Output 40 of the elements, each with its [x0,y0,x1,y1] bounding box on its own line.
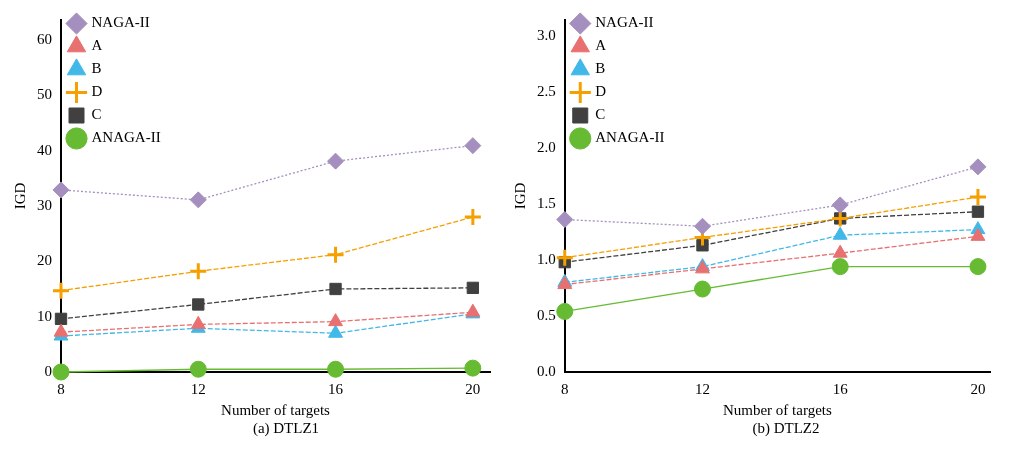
x-tick-label: 20 [465,380,481,397]
y-tick-label: 60 [37,30,52,47]
y-tick-label: 0.5 [537,306,556,323]
x-tick-label: 12 [694,380,710,397]
legend-label: C [91,106,102,123]
y-tick-label: 1.5 [537,194,556,211]
x-axis-title: Number of targets [221,401,331,418]
x-tick-label: 12 [190,380,206,397]
x-tick-label: 16 [328,380,344,397]
legend-label: ANAGA-II [595,129,665,146]
legend-label: D [91,83,103,100]
legend-label: B [91,60,102,77]
text: (b) DTLZ2 [751,420,821,437]
y-tick-label: 1.0 [537,250,556,267]
y-tick-label: 40 [37,141,52,158]
legend-label: NAGA-II [595,14,654,31]
legend-label: C [595,106,606,123]
text: (a) DTLZ1 [251,420,321,437]
y-tick-label: 0.0 [537,362,556,379]
x-axis-title: Number of targets [722,401,832,418]
y-tick-label: 10 [37,307,52,324]
y-tick-label: 20 [37,252,52,269]
legend-label: B [595,60,606,77]
y-tick-label: 2.0 [537,138,556,155]
x-tick-label: 16 [832,380,849,397]
y-tick-label: 30 [37,196,52,213]
legend-label: ANAGA-II [91,129,161,146]
legend-label: D [595,83,607,100]
legend-label: NAGA-II [91,14,150,31]
y-tick-label: 3.0 [537,26,556,43]
legend-label: A [91,37,103,54]
x-tick-label: 20 [970,380,986,397]
y-axis-title: IGD [511,182,528,210]
x-tick-label: 8 [561,380,569,397]
x-tick-label: 8 [57,380,65,397]
y-axis-title: IGD [11,182,28,210]
y-tick-label: 2.5 [537,82,556,99]
legend-label: A [595,37,607,54]
y-tick-label: 50 [37,86,52,103]
y-tick-label: 0 [44,362,52,379]
